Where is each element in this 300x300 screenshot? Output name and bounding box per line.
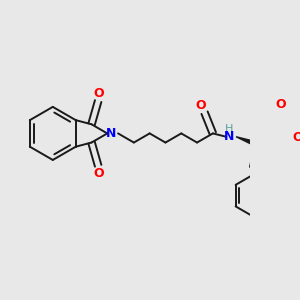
Text: O: O [94,87,104,100]
Text: O: O [94,167,104,180]
Text: O: O [275,98,286,111]
Text: N: N [224,130,235,143]
Text: O: O [195,99,206,112]
Polygon shape [236,137,255,145]
Text: O: O [292,131,300,144]
Text: H: H [225,124,234,134]
Text: N: N [106,127,117,140]
